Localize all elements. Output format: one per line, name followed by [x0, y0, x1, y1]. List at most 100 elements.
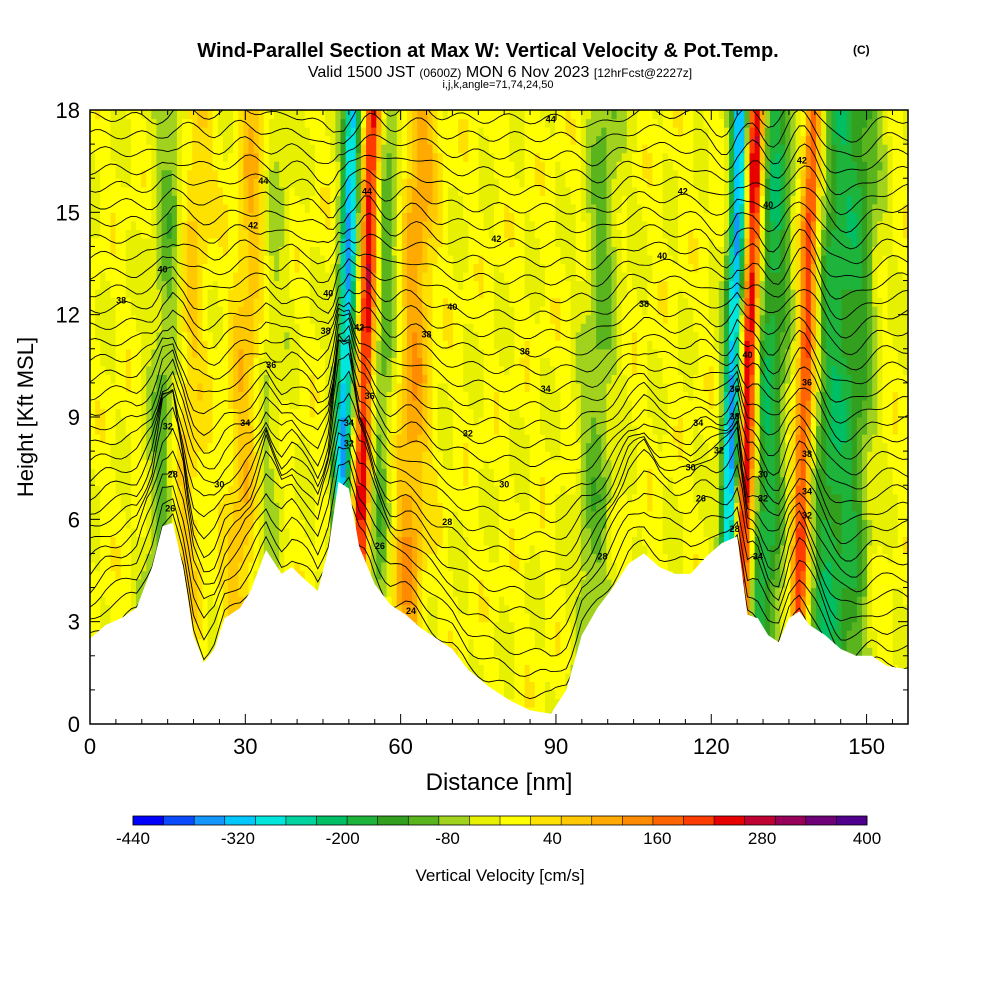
velocity-cell: [473, 519, 480, 529]
velocity-cell: [693, 536, 699, 546]
velocity-cell: [877, 630, 884, 640]
velocity-cell: [596, 493, 602, 503]
velocity-cell: [570, 638, 577, 648]
velocity-cell: [897, 561, 904, 572]
velocity-cell: [856, 553, 863, 563]
velocity-cell: [499, 621, 505, 631]
velocity-cell: [233, 527, 239, 537]
velocity-cell: [386, 579, 393, 589]
velocity-cell: [514, 698, 521, 708]
velocity-cell: [217, 579, 224, 589]
velocity-cell: [565, 570, 572, 580]
velocity-cell: [493, 664, 500, 674]
velocity-cell: [156, 468, 163, 478]
velocity-cell: [631, 468, 638, 478]
velocity-cell: [304, 468, 311, 478]
velocity-cell: [529, 596, 536, 606]
velocity-cell: [504, 485, 510, 495]
velocity-cell: [192, 476, 198, 486]
velocity-cell: [248, 561, 255, 572]
velocity-cell: [253, 493, 260, 503]
velocity-cell: [565, 468, 572, 478]
velocity-cell: [795, 596, 802, 606]
velocity-cell: [488, 570, 495, 580]
velocity-cell: [662, 544, 669, 555]
velocity-cell: [570, 527, 577, 537]
velocity-cell: [759, 485, 766, 495]
velocity-cell: [391, 493, 398, 503]
velocity-cell: [110, 536, 117, 546]
velocity-cell: [412, 476, 418, 486]
velocity-cell: [831, 536, 838, 546]
velocity-cell: [596, 527, 602, 537]
velocity-cell: [442, 510, 449, 520]
velocity-cell: [120, 519, 127, 529]
velocity-cell: [468, 655, 475, 665]
velocity-cell: [488, 519, 495, 529]
velocity-cell: [468, 630, 475, 640]
velocity-cell: [412, 459, 418, 469]
velocity-cell: [294, 502, 301, 512]
velocity-cell: [499, 579, 505, 589]
velocity-cell: [478, 672, 485, 682]
velocity-cell: [775, 596, 781, 606]
velocity-cell: [447, 493, 454, 503]
velocity-cell: [754, 579, 761, 589]
velocity-cell: [861, 519, 868, 529]
velocity-cell: [718, 502, 725, 512]
velocity-cell: [539, 689, 546, 700]
velocity-cell: [534, 502, 541, 512]
velocity-cell: [335, 476, 342, 486]
velocity-cell: [539, 604, 546, 614]
velocity-cell: [396, 561, 403, 572]
velocity-cell: [95, 604, 101, 614]
velocity-cell: [130, 485, 137, 495]
velocity-cell: [207, 459, 214, 469]
velocity-cell: [872, 630, 878, 640]
velocity-cell: [304, 570, 311, 580]
velocity-cell: [243, 459, 250, 469]
velocity-cell: [90, 561, 96, 572]
velocity-cell: [468, 587, 475, 597]
velocity-cell: [309, 527, 316, 537]
velocity-cell: [202, 570, 209, 580]
velocity-cell: [493, 638, 500, 648]
velocity-cell: [677, 519, 684, 529]
velocity-cell: [887, 579, 894, 589]
velocity-cell: [841, 527, 848, 537]
velocity-cell: [780, 561, 786, 572]
velocity-cell: [391, 510, 398, 520]
velocity-cell: [176, 536, 183, 546]
velocity-cell: [396, 570, 403, 580]
velocity-cell: [718, 519, 725, 529]
velocity-cell: [125, 544, 132, 555]
velocity-cell: [95, 502, 101, 512]
velocity-cell: [667, 485, 674, 495]
velocity-cell: [534, 664, 541, 674]
velocity-cell: [539, 655, 546, 665]
velocity-cell: [422, 519, 429, 529]
velocity-cell: [667, 519, 674, 529]
velocity-cell: [488, 655, 495, 665]
velocity-cell: [708, 493, 715, 503]
velocity-cell: [161, 510, 168, 520]
velocity-cell: [626, 485, 633, 495]
velocity-cell: [202, 630, 209, 640]
velocity-cell: [545, 613, 551, 623]
velocity-cell: [708, 527, 715, 537]
velocity-cell: [580, 561, 587, 572]
velocity-cell: [483, 553, 490, 563]
velocity-cell: [821, 468, 827, 478]
velocity-cell: [110, 468, 117, 478]
velocity-cell: [550, 502, 556, 512]
velocity-cell: [105, 553, 112, 563]
velocity-cell: [631, 544, 638, 555]
velocity-cell: [570, 621, 577, 631]
velocity-cell: [805, 579, 812, 589]
velocity-cell: [417, 587, 423, 597]
velocity-cell: [826, 561, 832, 572]
velocity-cell: [504, 647, 510, 657]
velocity-cell: [499, 587, 505, 597]
velocity-cell: [412, 596, 418, 606]
velocity-cell: [406, 579, 413, 589]
